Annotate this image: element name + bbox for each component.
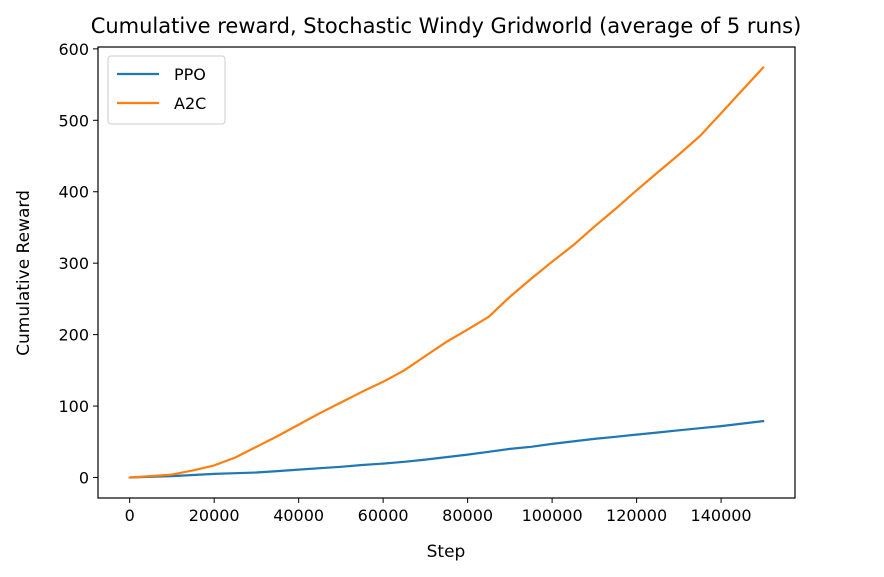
x-tick-label: 140000 (691, 506, 752, 525)
x-tick-label: 20000 (189, 506, 240, 525)
y-axis: 0 100 200 300 400 500 600 (58, 40, 98, 487)
y-tick-label: 100 (58, 397, 89, 416)
x-tick-label: 40000 (273, 506, 324, 525)
plot-frame (97, 46, 796, 499)
x-tick-label: 120000 (606, 506, 667, 525)
legend-box (107, 55, 226, 125)
chart-title: Cumulative reward, Stochastic Windy Grid… (91, 14, 802, 38)
legend-label: PPO (174, 65, 206, 84)
y-tick-label: 600 (58, 40, 89, 59)
series-line-a2c (128, 66, 765, 479)
series-line-ppo (128, 420, 765, 479)
x-tick-label: 100000 (522, 506, 583, 525)
y-tick-label: 300 (58, 254, 89, 273)
y-tick-label: 400 (58, 183, 89, 202)
y-tick-label: 200 (58, 326, 89, 345)
x-axis: 0 20000 40000 60000 80000 100000 120000 140000 (125, 498, 752, 525)
x-axis-label: Step (427, 542, 466, 562)
legend: PPO A2C (107, 55, 226, 125)
x-tick-label: 0 (125, 506, 135, 525)
plot-area (128, 66, 765, 479)
y-tick-label: 0 (79, 468, 89, 487)
x-tick-label: 80000 (442, 506, 493, 525)
x-tick-label: 60000 (358, 506, 409, 525)
y-tick-label: 500 (58, 111, 89, 130)
y-axis-label: Cumulative Reward (14, 190, 34, 356)
legend-label: A2C (174, 94, 206, 113)
